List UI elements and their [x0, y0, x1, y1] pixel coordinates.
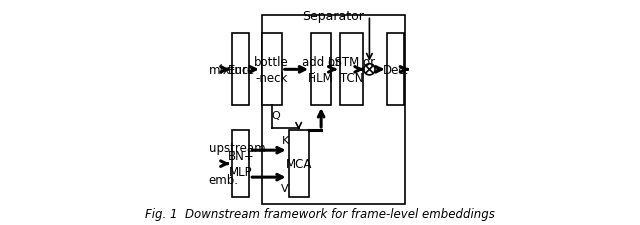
Circle shape — [364, 64, 375, 76]
Text: K: K — [282, 135, 289, 145]
Bar — [232, 130, 249, 198]
Text: upstream: upstream — [209, 142, 266, 155]
Text: Enc.: Enc. — [228, 63, 253, 76]
Text: Separator: Separator — [303, 10, 364, 22]
Bar — [289, 130, 308, 198]
Text: MCA: MCA — [285, 158, 312, 170]
Bar — [232, 34, 249, 106]
Text: mixture: mixture — [209, 63, 255, 76]
Text: Q: Q — [271, 110, 280, 120]
Text: add or
FiLM: add or FiLM — [302, 56, 340, 84]
Bar — [340, 34, 363, 106]
Text: bottle
-neck: bottle -neck — [254, 56, 289, 84]
Text: BN+
MLP: BN+ MLP — [227, 149, 254, 178]
Text: LSTM or
TCN: LSTM or TCN — [328, 56, 375, 84]
Bar — [311, 34, 332, 106]
Bar — [387, 34, 404, 106]
Bar — [262, 34, 282, 106]
Text: emb.: emb. — [209, 173, 239, 186]
Text: V: V — [282, 183, 289, 193]
Bar — [262, 16, 405, 204]
Text: Fig. 1  Downstream framework for frame-level embeddings: Fig. 1 Downstream framework for frame-le… — [145, 207, 495, 220]
Text: Dec.: Dec. — [383, 63, 409, 76]
